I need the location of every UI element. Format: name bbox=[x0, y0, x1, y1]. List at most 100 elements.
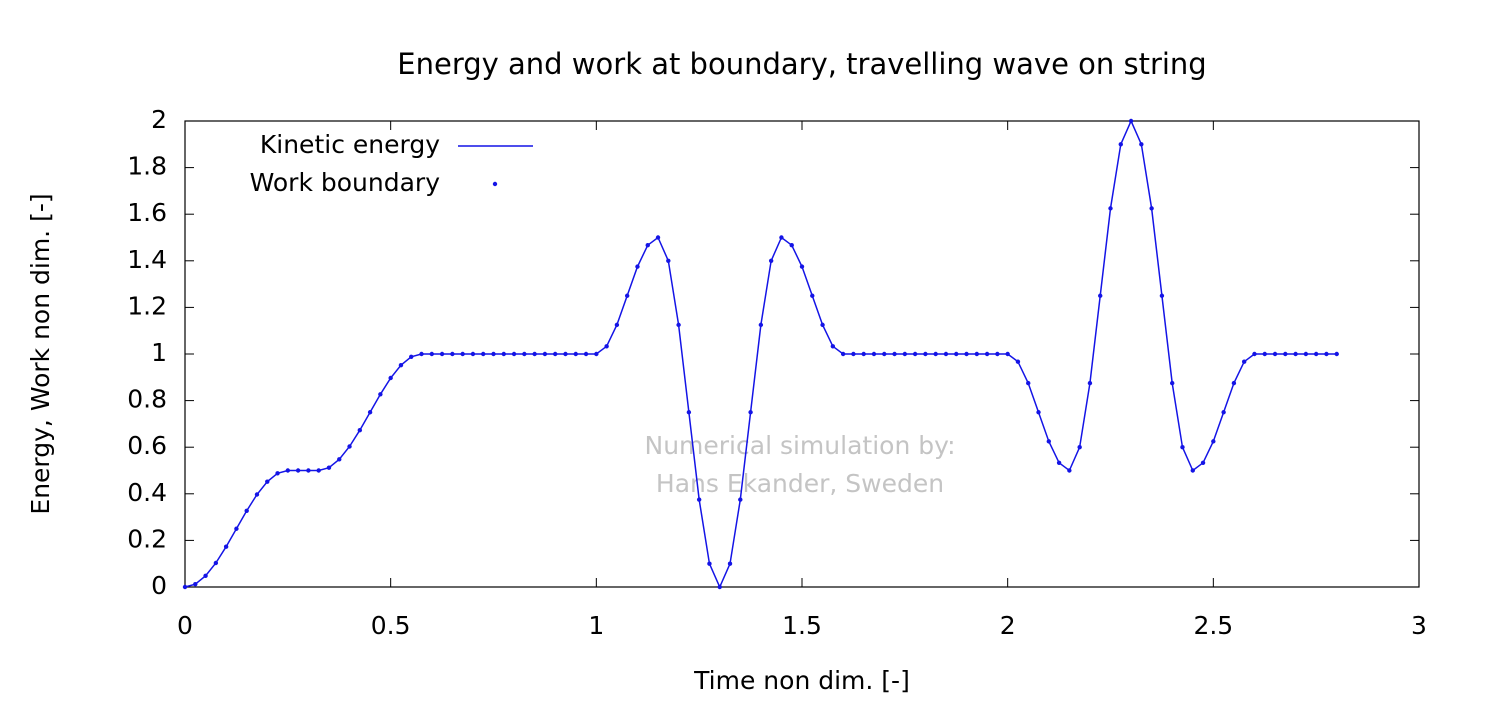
annotation: Numerical simulation by: bbox=[645, 431, 956, 460]
data-point bbox=[1056, 460, 1062, 466]
data-point bbox=[871, 351, 877, 357]
data-point bbox=[604, 344, 609, 349]
data-point bbox=[655, 235, 661, 240]
data-point bbox=[974, 351, 980, 357]
data-point bbox=[1324, 351, 1329, 357]
data-point bbox=[213, 560, 219, 566]
data-point bbox=[542, 351, 548, 357]
data-point bbox=[645, 242, 650, 248]
data-point bbox=[522, 351, 527, 357]
data-point bbox=[995, 351, 1000, 357]
data-point bbox=[182, 584, 188, 590]
data-point bbox=[810, 293, 815, 298]
data-point bbox=[686, 410, 692, 415]
data-point bbox=[285, 468, 291, 473]
data-point bbox=[1293, 351, 1298, 357]
x-tick-label: 0.5 bbox=[371, 611, 411, 640]
data-point bbox=[193, 582, 198, 587]
data-point bbox=[1108, 206, 1113, 211]
data-point bbox=[676, 322, 681, 328]
y-tick-label: 1.6 bbox=[127, 198, 167, 227]
x-tick-label: 3 bbox=[1411, 611, 1427, 640]
data-point bbox=[1077, 445, 1082, 450]
chart-title: Energy and work at boundary, travelling … bbox=[397, 47, 1206, 81]
data-point bbox=[583, 351, 589, 357]
data-point bbox=[511, 351, 517, 357]
data-point bbox=[357, 427, 363, 433]
data-point bbox=[1221, 410, 1226, 415]
data-point bbox=[666, 258, 671, 263]
legend-label: Work boundary bbox=[250, 168, 441, 197]
data-point bbox=[1046, 439, 1052, 444]
y-tick-label: 1.2 bbox=[127, 291, 167, 320]
data-point bbox=[306, 468, 311, 473]
data-point bbox=[1128, 118, 1134, 124]
x-axis-label: Time non dim. [-] bbox=[693, 666, 910, 695]
data-point bbox=[1139, 142, 1144, 147]
data-point bbox=[696, 497, 702, 502]
data-point bbox=[1005, 351, 1010, 357]
data-point bbox=[779, 235, 784, 240]
data-point bbox=[861, 351, 866, 357]
y-tick-label: 0.2 bbox=[127, 524, 167, 553]
data-point bbox=[1098, 293, 1103, 298]
annotation: Hans Ekander, Sweden bbox=[656, 469, 944, 498]
data-point bbox=[1231, 380, 1237, 386]
data-point bbox=[758, 322, 764, 328]
data-point bbox=[203, 573, 208, 579]
data-point bbox=[624, 293, 630, 298]
data-point bbox=[1313, 351, 1319, 357]
data-point bbox=[553, 351, 558, 357]
data-point bbox=[1190, 468, 1195, 473]
data-point bbox=[892, 351, 897, 357]
data-point bbox=[933, 351, 938, 357]
data-point bbox=[265, 479, 270, 484]
legend-label: Kinetic energy bbox=[260, 130, 440, 159]
data-point bbox=[984, 351, 990, 357]
data-point bbox=[481, 351, 486, 357]
data-point bbox=[398, 362, 404, 368]
data-point bbox=[1170, 380, 1175, 386]
data-point bbox=[573, 351, 578, 357]
data-point bbox=[923, 351, 928, 357]
data-point bbox=[532, 351, 537, 357]
data-point bbox=[347, 444, 352, 449]
y-tick-label: 0.8 bbox=[127, 385, 167, 414]
data-point bbox=[1015, 359, 1021, 364]
data-point bbox=[254, 492, 260, 497]
data-point bbox=[1283, 351, 1288, 357]
y-tick-label: 0.6 bbox=[127, 431, 167, 460]
y-tick-label: 1.4 bbox=[127, 245, 167, 274]
data-point bbox=[316, 468, 321, 473]
data-point bbox=[799, 264, 805, 269]
data-point bbox=[851, 351, 856, 357]
x-tick-label: 0 bbox=[177, 611, 193, 640]
data-point bbox=[223, 544, 229, 549]
y-tick-label: 2 bbox=[151, 105, 167, 134]
y-tick-label: 1.8 bbox=[127, 152, 167, 181]
data-point bbox=[275, 471, 280, 476]
data-point bbox=[882, 351, 887, 357]
data-point bbox=[450, 351, 455, 357]
data-point bbox=[234, 526, 239, 531]
data-point bbox=[748, 410, 753, 415]
x-tick-label: 1.5 bbox=[782, 611, 822, 640]
x-tick-label: 2 bbox=[1000, 611, 1016, 640]
data-point bbox=[1262, 351, 1267, 357]
data-point bbox=[1200, 460, 1206, 466]
data-point bbox=[501, 351, 506, 357]
data-point bbox=[954, 351, 959, 357]
data-point bbox=[964, 351, 969, 357]
data-point bbox=[1036, 410, 1041, 415]
data-point bbox=[244, 508, 249, 514]
data-point bbox=[1252, 351, 1257, 357]
data-point bbox=[326, 465, 332, 470]
data-point bbox=[491, 351, 496, 357]
data-point bbox=[1303, 351, 1309, 357]
data-point bbox=[1241, 359, 1247, 364]
y-axis-label: Energy, Work non dim. [-] bbox=[26, 193, 55, 514]
data-point bbox=[419, 351, 424, 357]
data-point bbox=[1067, 468, 1072, 473]
data-point bbox=[1026, 380, 1031, 386]
